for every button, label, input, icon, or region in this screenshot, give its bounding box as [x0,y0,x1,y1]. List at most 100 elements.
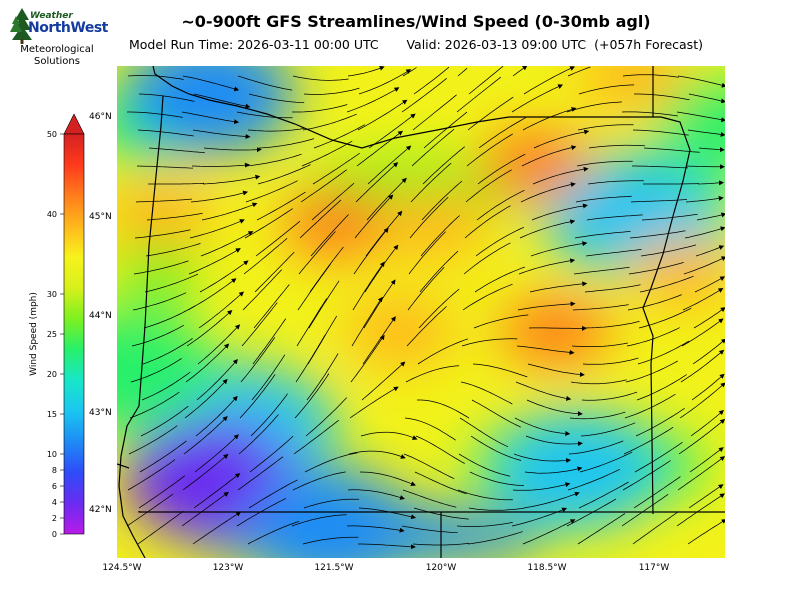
streamline [567,66,591,77]
streamline [189,219,245,239]
streamline [196,358,238,401]
streamline [582,357,639,365]
streamline [251,354,286,401]
streamline [417,399,470,419]
streamline [531,203,588,221]
streamline [523,491,580,509]
streamline [250,393,288,437]
streamline [678,418,725,455]
streamline [468,66,504,95]
streamline [413,66,450,95]
streamline [632,129,689,136]
streamline [696,212,725,221]
wind-speed-hotspot [281,188,392,259]
streamline [144,273,199,293]
streamline [182,75,240,92]
streamline [411,128,455,167]
streamline [417,338,469,365]
colorbar-tick-label: 6 [52,482,57,491]
streamline [301,140,353,167]
streamline [347,66,385,77]
streamline [419,250,459,293]
streamline [350,334,385,383]
streamline [236,111,293,119]
streamline [515,381,572,401]
streamline [641,213,698,221]
streamline [517,301,576,311]
streamlines [126,66,725,550]
streamline [459,417,509,448]
streamline [363,279,396,329]
streamline [303,498,360,509]
streamline [129,391,180,419]
streamline [526,399,583,417]
streamline [145,243,201,257]
streamline [405,365,460,383]
streamline [460,381,513,405]
streamline [689,447,724,473]
lat-label-46: 46°N [89,112,112,122]
colorbar-tick-label: 0 [52,530,57,539]
lon-label-121-5: 121.5°W [314,563,354,573]
streamline [636,374,687,401]
streamline [296,298,328,347]
streamline [195,395,238,437]
colorbar-tick-label: 2 [52,514,57,523]
streamline [409,196,449,239]
colorbar-label: Wind Speed (mph) [29,292,39,376]
streamline [423,111,468,149]
streamline [421,180,463,221]
state-borders [117,66,725,558]
streamline [580,422,636,437]
streamline [238,414,279,455]
streamline [247,128,304,132]
streamline [683,256,725,275]
streamline [200,231,254,257]
streamline [578,481,629,509]
streamline [312,152,360,185]
streamline [512,66,528,77]
streamline [298,231,336,275]
colorbar-tick-label: 4 [52,498,57,507]
streamline [533,129,590,149]
streamline [191,162,250,168]
streamline [637,340,690,365]
streamline [632,165,689,169]
speed-band [657,76,725,176]
streamline [130,358,182,383]
logo-word-northwest: NorthWest [28,20,108,36]
streamline [691,373,725,401]
streamline [406,306,447,347]
streamline [588,144,645,149]
streamline [308,280,340,329]
streamline [697,180,724,186]
streamline [694,276,725,293]
streamline [522,107,577,131]
california-coast [117,463,130,469]
streamline [634,93,690,101]
streamline [127,111,183,118]
calm-zone [123,66,294,156]
streamline [581,391,638,401]
streamline [528,325,587,331]
oregon-idaho-border [642,116,691,515]
streamline [573,266,630,275]
streamline [133,260,189,275]
streamline [241,302,278,347]
logo-subtitle-line2: Solutions [34,56,80,67]
streamline [347,489,406,500]
streamline [358,543,416,550]
streamline [477,153,526,185]
streamline [687,519,725,545]
streamline [128,425,178,455]
streamline [402,489,457,508]
streamline [572,304,629,311]
streamline [368,113,416,149]
streamline [464,205,511,239]
streamline [127,75,184,80]
streamline [295,334,326,383]
streamline [679,382,725,419]
streamline [359,471,416,486]
streamline [134,229,191,239]
colorbar-tick-label: 8 [52,466,57,475]
